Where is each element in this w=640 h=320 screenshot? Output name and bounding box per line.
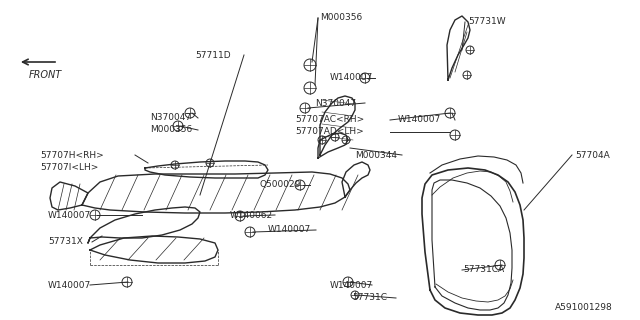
Text: A591001298: A591001298 <box>555 303 612 313</box>
Text: 57711D: 57711D <box>195 51 230 60</box>
Text: 57707AC<RH>: 57707AC<RH> <box>295 116 364 124</box>
Text: W140007: W140007 <box>48 211 92 220</box>
Text: M000356: M000356 <box>320 13 362 22</box>
Text: W140007: W140007 <box>330 281 373 290</box>
Text: W140007: W140007 <box>330 74 373 83</box>
Text: 57704A: 57704A <box>575 150 610 159</box>
Text: N370047: N370047 <box>150 114 191 123</box>
Text: 57731C: 57731C <box>352 293 387 302</box>
Text: 57731CA: 57731CA <box>463 266 504 275</box>
Text: W140062: W140062 <box>230 211 273 220</box>
Text: 57707I<LH>: 57707I<LH> <box>40 163 99 172</box>
Text: 57731W: 57731W <box>468 18 506 27</box>
Text: 57731X: 57731X <box>48 237 83 246</box>
Text: W140007: W140007 <box>398 116 441 124</box>
Text: FRONT: FRONT <box>28 70 61 80</box>
Text: N370047: N370047 <box>315 99 356 108</box>
Text: Q500029: Q500029 <box>260 180 301 189</box>
Text: W140007: W140007 <box>48 281 92 290</box>
Text: W140007: W140007 <box>268 226 311 235</box>
Text: 57707H<RH>: 57707H<RH> <box>40 150 104 159</box>
Text: M000344: M000344 <box>355 150 397 159</box>
Text: 57707AD<LH>: 57707AD<LH> <box>295 127 364 137</box>
Text: M000356: M000356 <box>150 125 192 134</box>
